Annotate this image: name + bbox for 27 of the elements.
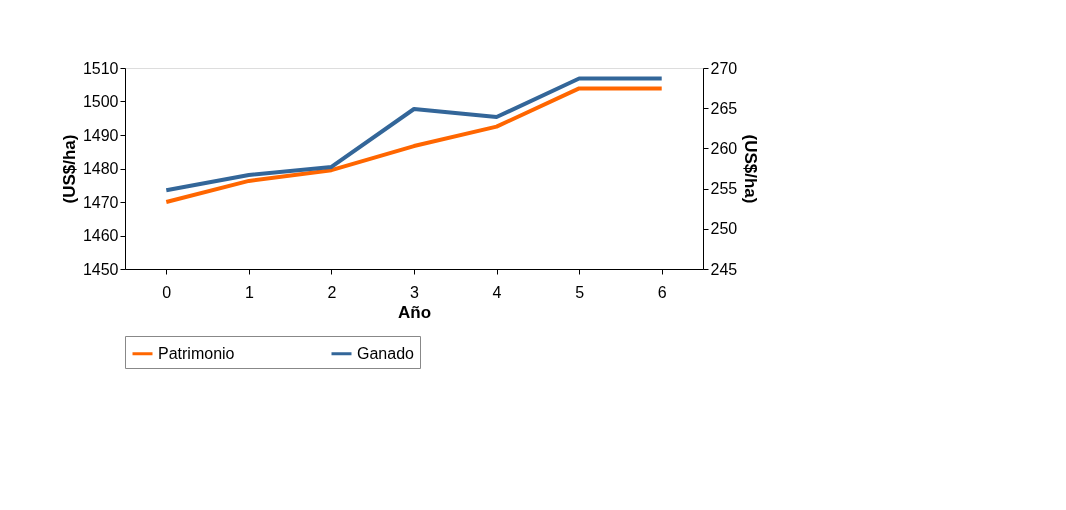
y-tick-label: 1450: [82, 260, 119, 278]
y-tick-label: 1490: [82, 126, 119, 144]
y-tick-label: 1500: [82, 93, 119, 110]
x-tick-label: 4: [492, 283, 502, 301]
y-axis-title: (US$/ha): [59, 134, 79, 204]
y2-tick-label: 245: [710, 260, 738, 278]
y2-tick-label: 260: [710, 139, 738, 157]
y-tick-label: 1470: [82, 193, 119, 211]
y2-tick-label: 250: [710, 220, 738, 238]
x-tick-label: 6: [657, 283, 667, 301]
y2-tick-label: 270: [710, 59, 738, 77]
legend-label: Ganado: [357, 344, 415, 362]
y-tick-label: 1460: [82, 227, 119, 244]
y-tick-label: 1480: [82, 160, 119, 177]
x-tick-label: 0: [162, 283, 172, 301]
x-axis-title: Año: [397, 302, 432, 322]
x-tick-label: 2: [327, 283, 337, 301]
y-tick-label: 1510: [82, 59, 119, 77]
x-tick-label: 1: [244, 283, 254, 301]
legend-label: Patrimonio: [158, 344, 235, 362]
y2-axis-title: (US$/ha): [741, 134, 761, 204]
line-series: [164, 76, 664, 193]
line-series: [164, 86, 664, 204]
y2-tick-label: 265: [710, 99, 738, 117]
x-tick-label: 5: [575, 283, 585, 301]
y2-tick-label: 255: [710, 180, 738, 198]
x-tick-label: 3: [410, 283, 420, 301]
